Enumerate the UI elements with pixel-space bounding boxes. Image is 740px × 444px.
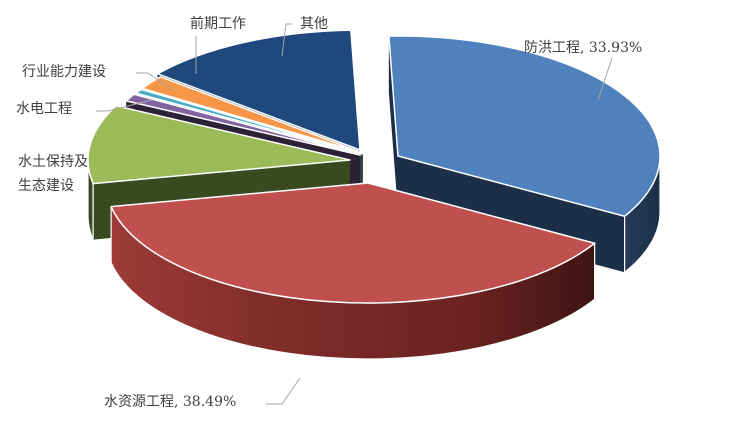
slice-label-6: 前期工作 — [190, 15, 246, 32]
slice-label-3: 水土保持及 — [18, 154, 88, 170]
slice-top-face — [156, 29, 361, 151]
slice-top-face — [110, 182, 596, 304]
slice-label-3-line2: 生态建设 — [18, 178, 74, 194]
slice-label-4: 水电工程 — [16, 101, 72, 117]
slice-label-1: 防洪工程, 33.93% — [524, 40, 642, 56]
slice-value-label: , 33.93% — [580, 40, 642, 56]
pie-slice-2 — [110, 182, 596, 360]
label-leader-line — [96, 99, 153, 112]
slice-top-face — [388, 35, 661, 217]
slice-value-label: , 38.49% — [174, 394, 236, 410]
label-leader-line — [281, 23, 292, 57]
slice-top-face — [141, 76, 364, 154]
slice-top-face — [125, 93, 361, 156]
label-leader-line — [597, 57, 613, 101]
slice-label-2: 水资源工程, 38.49% — [104, 394, 236, 410]
label-leader-line — [136, 72, 173, 91]
slice-side-wall — [388, 36, 398, 212]
label-leader-line — [266, 377, 301, 405]
slice-label-7: 其他 — [300, 16, 328, 32]
slice-label-5: 行业能力建设 — [22, 64, 106, 80]
pie-slices — [87, 29, 661, 360]
slice-top-face — [135, 88, 363, 155]
